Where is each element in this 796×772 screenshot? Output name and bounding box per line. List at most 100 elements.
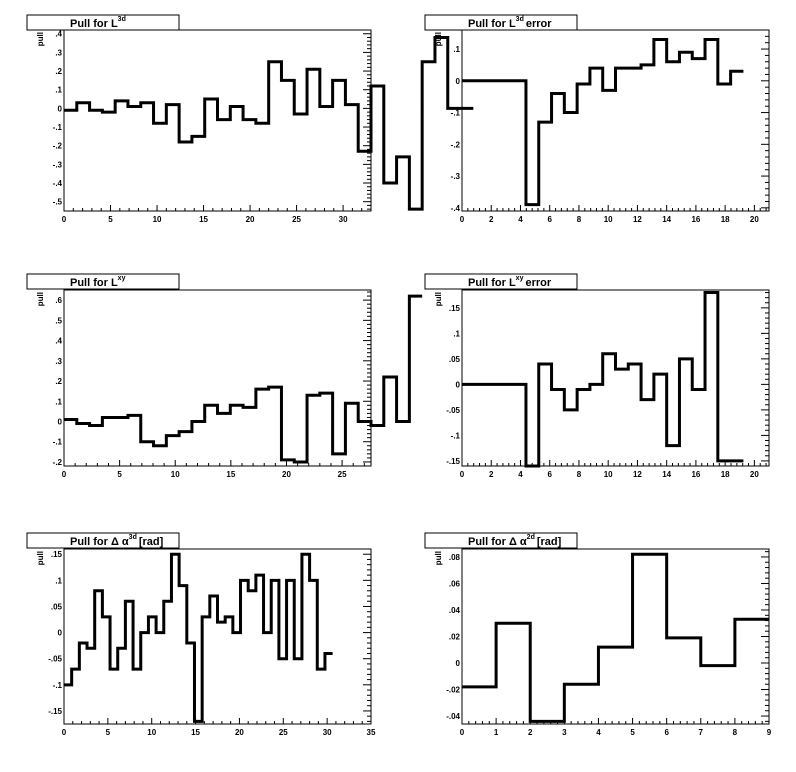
histogram-panel-1: 0 5 10 15 20 25 30 -.5 -.4 -.3 -.2 -.1 0 .1 .2 .3 .4 pull…: [26, 14, 474, 224]
x-tick-label: 3: [562, 728, 567, 737]
x-tick-label: 5: [108, 215, 113, 224]
chart-title-superscript: 3d: [516, 16, 524, 23]
y-tick-label: .3: [55, 48, 62, 57]
histogram-step-line: [64, 294, 423, 464]
title-box: [26, 273, 180, 290]
chart-title-text: Pull for L: [468, 277, 516, 289]
y-tick-label: 0: [58, 417, 63, 426]
x-tick-label: 35: [367, 728, 376, 737]
x-tick-label: 8: [577, 215, 582, 224]
x-tick-label: 0: [62, 728, 67, 737]
plot-frame: [63, 548, 372, 725]
chart-title-suffix: error: [525, 277, 551, 289]
y-axis-label: pull: [36, 292, 45, 306]
chart-title-text: Pull for Δ α: [468, 536, 527, 548]
y-tick-label: -.3: [53, 160, 63, 169]
y-tick-label: -.15: [446, 457, 460, 466]
y-tick-label: .05: [51, 602, 63, 611]
y-tick-label: -.15: [48, 707, 62, 716]
y-tick-label: 0: [456, 380, 461, 389]
x-tick-label: 2: [528, 728, 533, 737]
x-tick-label: 14: [662, 470, 671, 479]
chart-title-superscript: 3d: [129, 534, 137, 541]
y-tick-label: -.2: [53, 458, 63, 467]
chart-title: Pull for L3d error: [468, 16, 552, 30]
x-tick-label: 20: [235, 728, 244, 737]
y-tick-label: .1: [55, 576, 62, 585]
histogram-step-line: [462, 552, 769, 723]
histogram-step-line: [462, 291, 744, 468]
chart-title: Pull for Δ α2d [rad]: [468, 534, 562, 548]
histogram-panel-2: 0 2 4 6 8 10 12 14 16 18 20 -.4 -.3 -.2 -.1 0 .1 pull Pull…: [424, 14, 770, 224]
chart-title-text: Pull for Δ α: [70, 536, 129, 548]
title-box: [424, 273, 578, 290]
y-tick-label: .5: [55, 316, 62, 325]
x-tick-label: 0: [460, 470, 465, 479]
x-tick-label: 30: [339, 215, 348, 224]
y-tick-label: .1: [55, 86, 62, 95]
chart-title-superscript: 3d: [118, 16, 126, 23]
x-tick-label: 8: [733, 728, 738, 737]
histogram-panel-6: 0 1 2 3 4 5 6 7 8 9 -.04 -.02 0 .02 .04 .06 .08 pull Pull …: [424, 532, 772, 737]
y-tick-label: .1: [453, 329, 460, 338]
y-tick-label: -.1: [53, 438, 63, 447]
x-tick-label: 4: [518, 215, 523, 224]
chart-title-text: Pull for L: [70, 18, 118, 30]
chart-title: Pull for Lxy error: [468, 275, 552, 289]
histogram-panel-5: 0 5 10 15 20 25 30 35 -.15 -.1 -.05 0 .05 .1 .15 pull Pu…: [26, 532, 376, 737]
chart-title: Pull for L3d: [70, 16, 126, 30]
x-tick-label: 25: [292, 215, 301, 224]
y-tick-label: .1: [55, 397, 62, 406]
y-tick-label: -.05: [446, 406, 460, 415]
x-tick-label: 2: [489, 470, 494, 479]
y-tick-label: -.04: [446, 712, 460, 721]
y-tick-label: .02: [449, 633, 461, 642]
x-tick-label: 16: [691, 470, 700, 479]
x-tick-label: 12: [633, 470, 642, 479]
y-tick-label: -.1: [451, 109, 461, 118]
y-tick-label: .6: [55, 296, 62, 305]
y-tick-label: .06: [449, 579, 461, 588]
y-tick-label: 0: [58, 104, 63, 113]
chart-title: Pull for Lxy: [70, 275, 126, 289]
title-box: [26, 532, 180, 549]
x-tick-label: 7: [699, 728, 704, 737]
plot-frame: [461, 548, 770, 725]
x-tick-label: 10: [171, 470, 180, 479]
x-tick-label: 12: [633, 215, 642, 224]
y-tick-label: .1: [453, 45, 460, 54]
chart-title-suffix: [rad]: [139, 536, 164, 548]
y-axis-label: pull: [36, 32, 45, 46]
y-axis-label: pull: [434, 292, 443, 306]
x-tick-label: 10: [604, 215, 613, 224]
x-tick-label: 30: [323, 728, 332, 737]
x-tick-label: 18: [721, 215, 730, 224]
x-tick-label: 14: [662, 215, 671, 224]
chart-title-text: Pull for L: [70, 277, 118, 289]
y-tick-label: .15: [51, 550, 63, 559]
y-tick-label: -.1: [53, 123, 63, 132]
y-tick-label: -.4: [451, 204, 461, 213]
y-tick-label: 0: [456, 659, 461, 668]
x-tick-label: 0: [460, 215, 465, 224]
y-tick-label: .04: [449, 606, 461, 615]
x-tick-label: 0: [62, 470, 67, 479]
title-box: [424, 14, 578, 31]
y-axis-label: pull: [434, 551, 443, 565]
x-tick-label: 16: [691, 215, 700, 224]
x-tick-label: 15: [191, 728, 200, 737]
y-tick-label: .2: [55, 377, 62, 386]
x-tick-label: 0: [460, 728, 465, 737]
x-tick-label: 4: [596, 728, 601, 737]
y-tick-label: -.05: [48, 655, 62, 664]
title-box: [424, 532, 578, 549]
x-tick-label: 10: [604, 470, 613, 479]
x-tick-label: 15: [226, 470, 235, 479]
y-tick-label: .15: [449, 304, 461, 313]
x-tick-label: 1: [494, 728, 499, 737]
plot-frame: [63, 289, 372, 467]
chart-title: Pull for Δ α3d [rad]: [70, 534, 164, 548]
y-tick-label: -.4: [53, 179, 63, 188]
x-tick-label: 20: [750, 215, 759, 224]
